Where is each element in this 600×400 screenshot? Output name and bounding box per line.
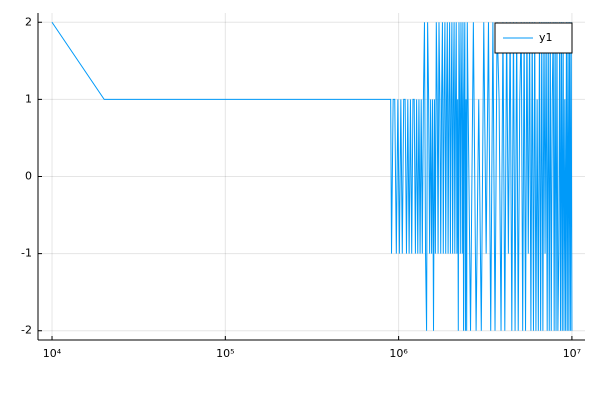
- x-tick-label: 10⁵: [216, 347, 234, 360]
- legend-label: y1: [539, 31, 553, 44]
- x-tick-label: 10⁷: [563, 347, 581, 360]
- y-tick-label: -1: [21, 247, 32, 260]
- x-tick-label: 10⁶: [389, 347, 408, 360]
- series-line: [51, 21, 573, 331]
- y-tick-label: 2: [25, 15, 32, 28]
- x-tick-label: 10⁴: [43, 347, 62, 360]
- y-tick-label: 0: [25, 170, 32, 183]
- y-tick-label: -2: [21, 324, 32, 337]
- y-tick-label: 1: [25, 92, 32, 105]
